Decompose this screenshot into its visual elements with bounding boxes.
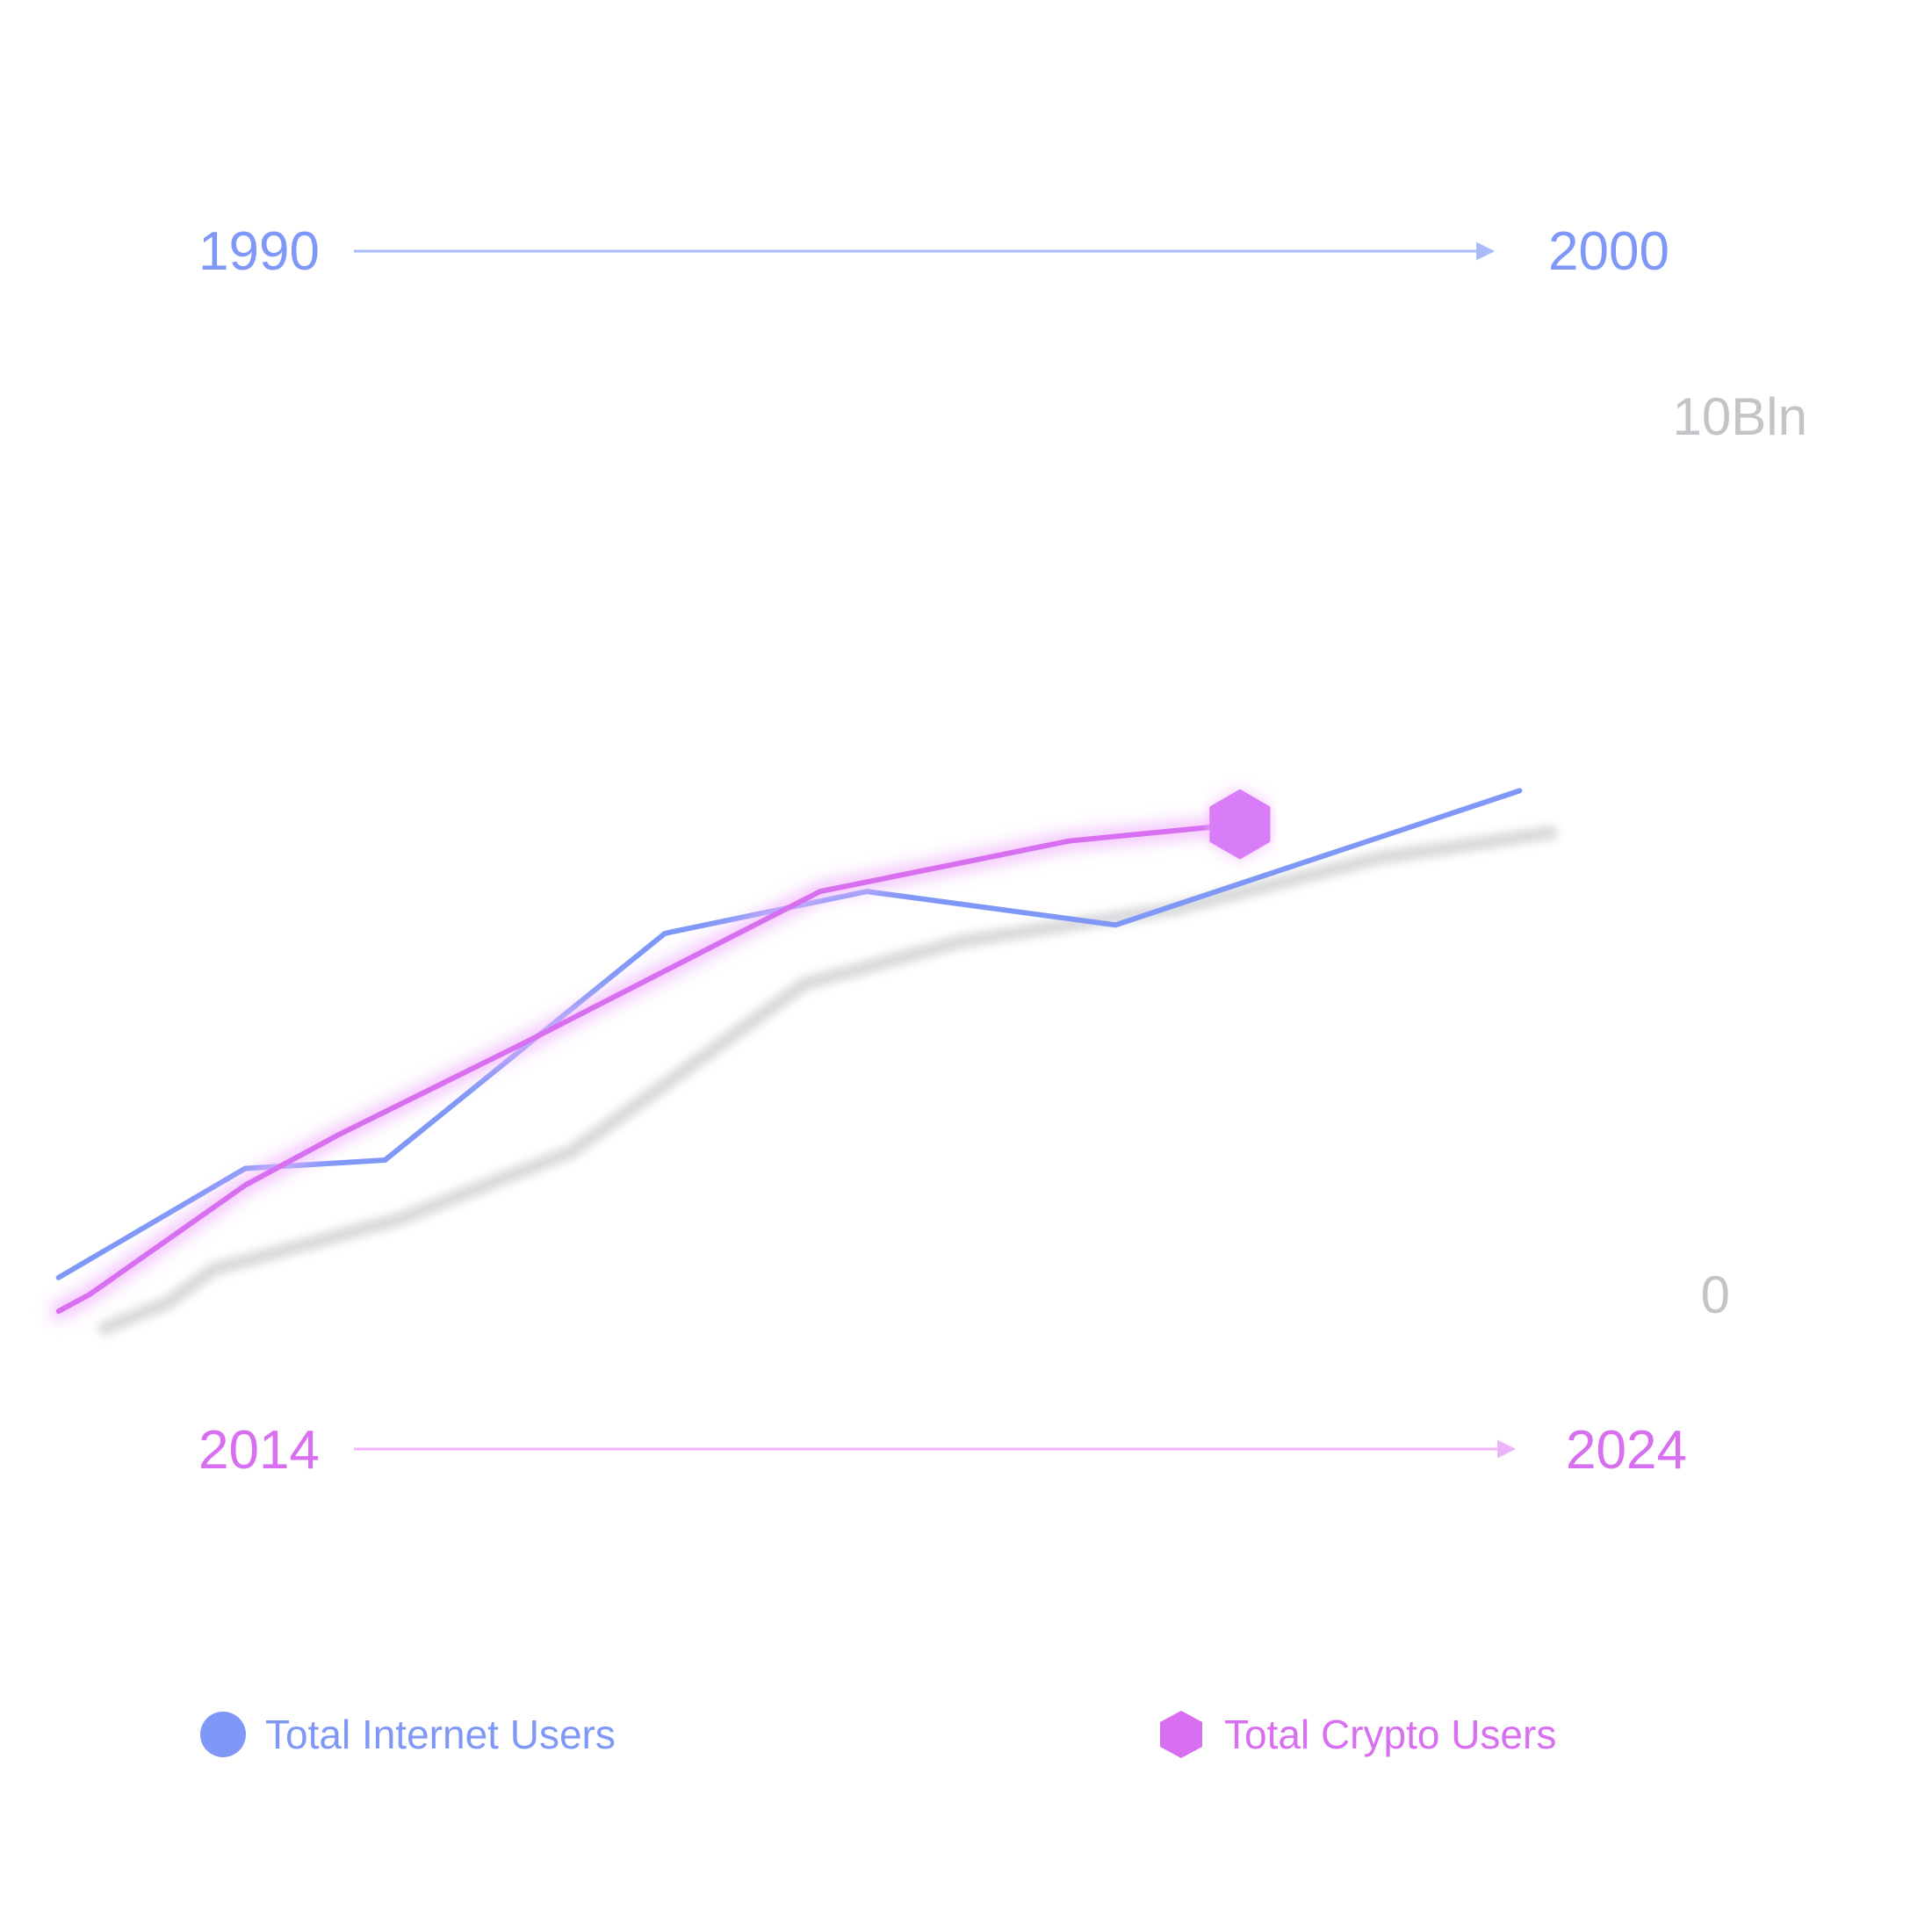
bottom-axis-start-label: 2014	[198, 1420, 320, 1481]
legend-crypto: Total Crypto Users	[1157, 1704, 1556, 1765]
y-axis-min-label: 0	[1701, 1265, 1730, 1324]
series-internet-line	[55, 788, 1523, 1280]
legend-crypto-label: Total Crypto Users	[1224, 1712, 1557, 1757]
series-shadow-line	[97, 825, 1558, 1336]
legend-internet-label: Total Internet Users	[265, 1712, 616, 1757]
series-crypto-line	[55, 821, 1243, 1315]
grid	[198, 382, 1753, 1366]
legend-circle-icon	[200, 1712, 246, 1757]
legend-internet: Total Internet Users	[200, 1704, 616, 1765]
top-axis-end-label: 2000	[1548, 221, 1669, 282]
top-axis-start-label: 1990	[198, 221, 320, 282]
crypto-endpoint-hexagon	[1209, 789, 1271, 860]
bottom-axis-end-label: 2024	[1566, 1420, 1687, 1481]
series-layer	[49, 788, 1558, 1336]
series-crypto-glow	[49, 815, 1249, 1321]
y-axis-max-label: 10Bln	[1673, 387, 1807, 446]
legend-hexagon-icon	[1160, 1711, 1202, 1758]
